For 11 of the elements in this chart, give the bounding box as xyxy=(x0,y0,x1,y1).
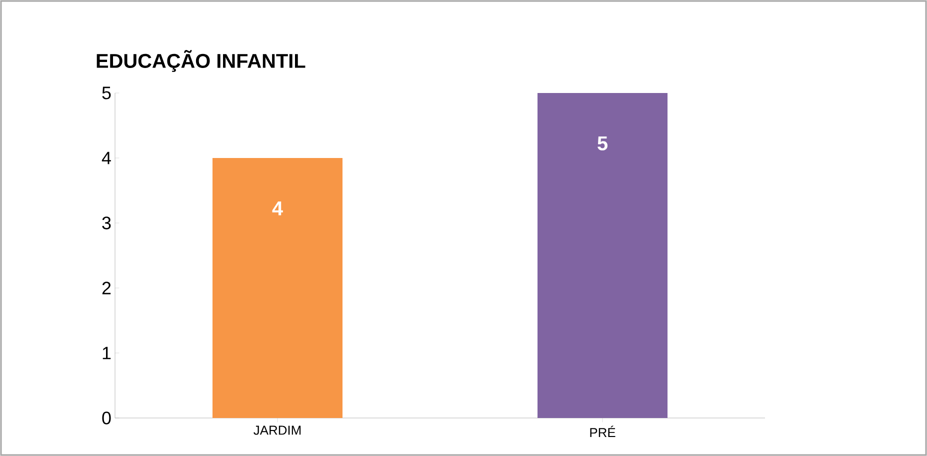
data-label: 5 xyxy=(598,136,608,150)
y-tick-label: 0 xyxy=(102,412,111,424)
y-tick-label: 1 xyxy=(102,346,111,360)
y-tick-label: 3 xyxy=(102,216,111,230)
x-tick-label: PRÉ xyxy=(590,426,616,437)
y-tick-label: 4 xyxy=(102,152,111,164)
data-label: 4 xyxy=(272,202,283,216)
chart-title: EDUCAÇÃO INFANTIL xyxy=(96,50,306,72)
x-tick-label: JARDIM xyxy=(254,426,301,435)
y-tick-label: 5 xyxy=(102,86,111,100)
y-tick-label: 2 xyxy=(102,282,111,294)
